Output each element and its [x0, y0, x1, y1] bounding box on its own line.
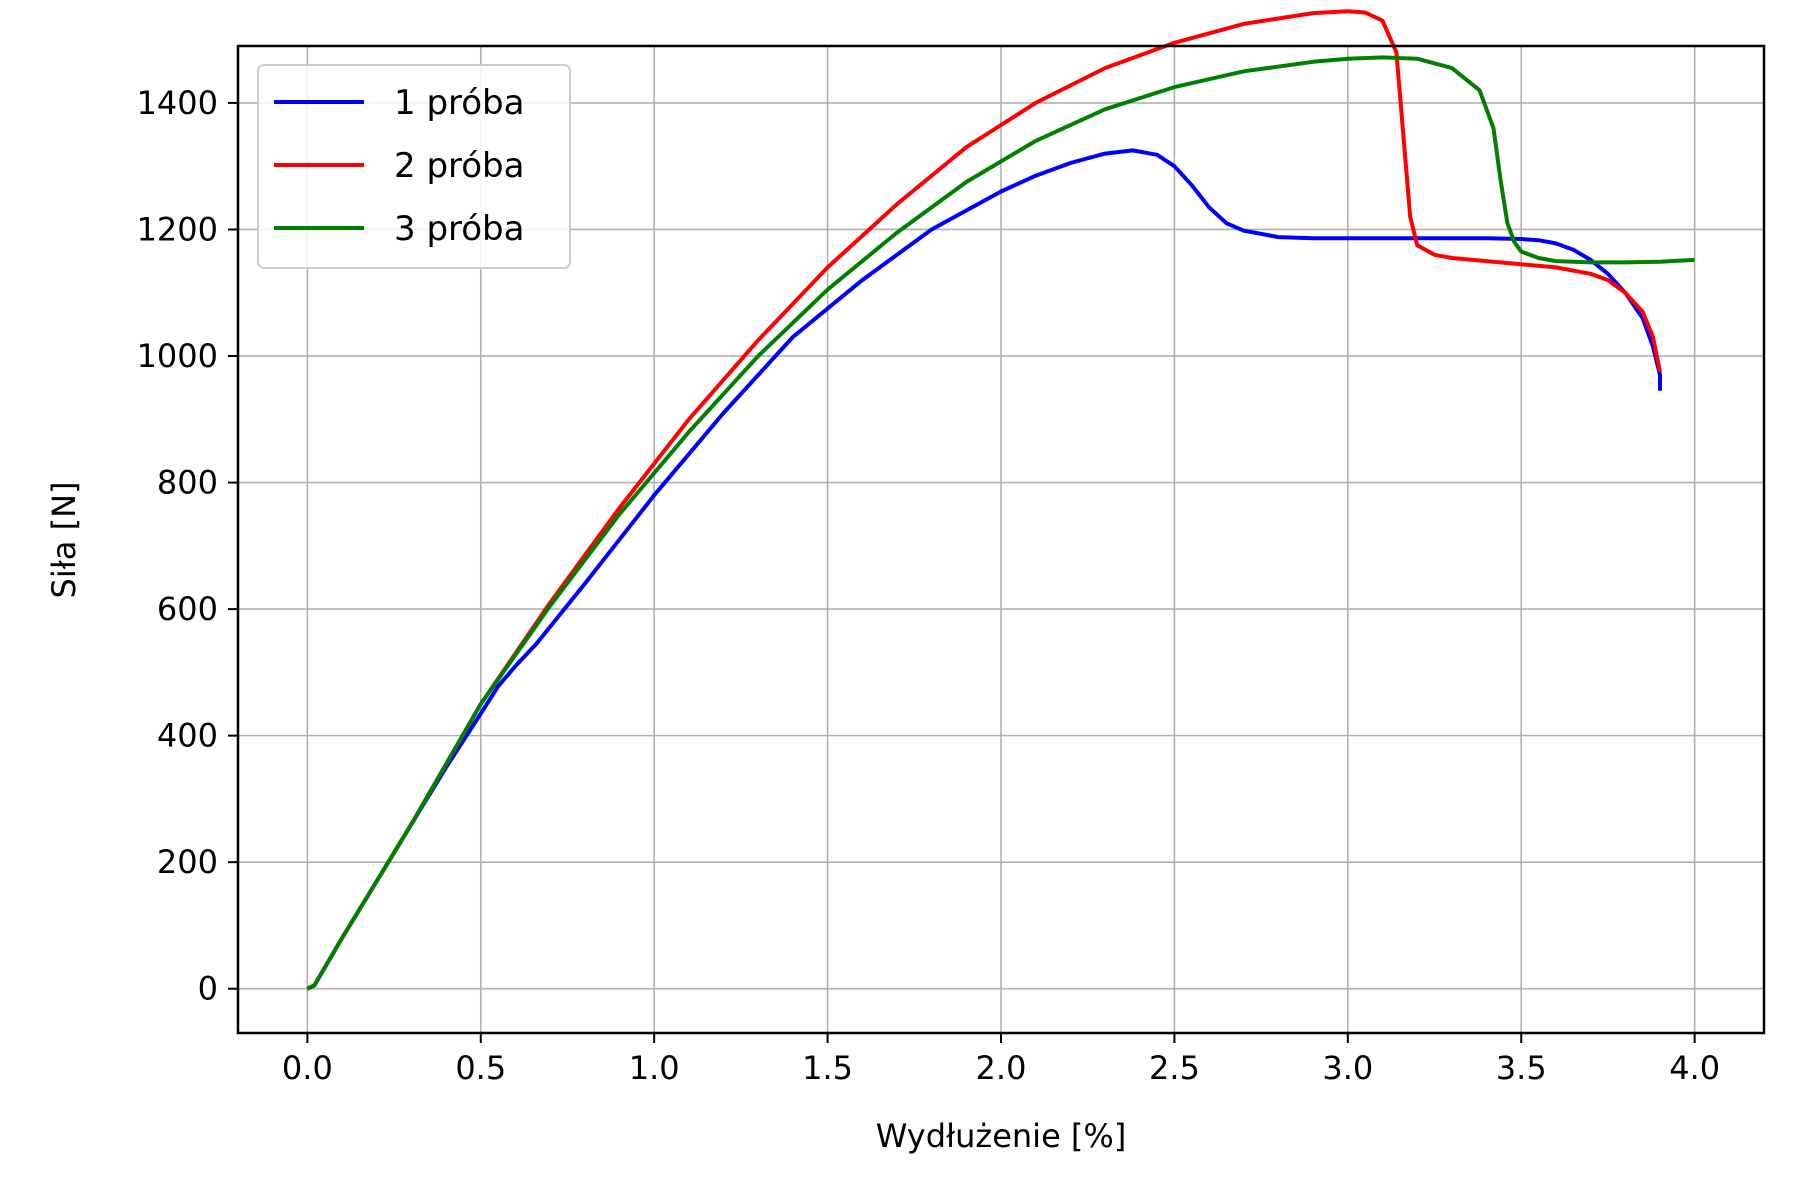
series-line-1	[306, 148, 1662, 991]
legend-label: 1 próba	[394, 83, 524, 123]
x-tick-label: 3.5	[1496, 1049, 1547, 1087]
series-line-3	[306, 55, 1695, 991]
legend: 1 próba 2 próba 3 próba	[257, 64, 571, 269]
y-tick-label: 600	[157, 590, 218, 628]
series-lines	[306, 9, 1695, 991]
y-tick-label: 800	[157, 464, 218, 502]
x-tick-label: 4.0	[1669, 1049, 1720, 1087]
x-tick-label: 1.5	[802, 1049, 853, 1087]
legend-box	[257, 64, 571, 269]
y-tick-label: 400	[157, 717, 218, 755]
legend-label: 2 próba	[394, 146, 524, 186]
y-tick-label: 1200	[137, 210, 218, 248]
x-tick-label: 2.5	[1149, 1049, 1200, 1087]
y-axis-label: Siła [N]	[45, 482, 83, 599]
y-tick-label: 0	[198, 970, 218, 1008]
grid	[238, 46, 1764, 1033]
legend-label: 3 próba	[394, 209, 524, 249]
x-tick-label: 3.0	[1322, 1049, 1373, 1087]
x-tick-label: 2.0	[976, 1049, 1027, 1087]
x-tick-label: 0.5	[455, 1049, 506, 1087]
x-tick-label: 0.0	[282, 1049, 333, 1087]
x-tick-label: 1.0	[629, 1049, 680, 1087]
y-tick-label: 1000	[137, 337, 218, 375]
y-tick-label: 200	[157, 843, 218, 881]
y-tick-label: 1400	[137, 84, 218, 122]
ticks: 0.0 0.5 1.0 1.5 2.0 2.5 3.0 3.5 4.0 0 200 400 600 800…	[137, 84, 1721, 1087]
x-axis-label: Wydłużenie [%]	[876, 1117, 1127, 1155]
